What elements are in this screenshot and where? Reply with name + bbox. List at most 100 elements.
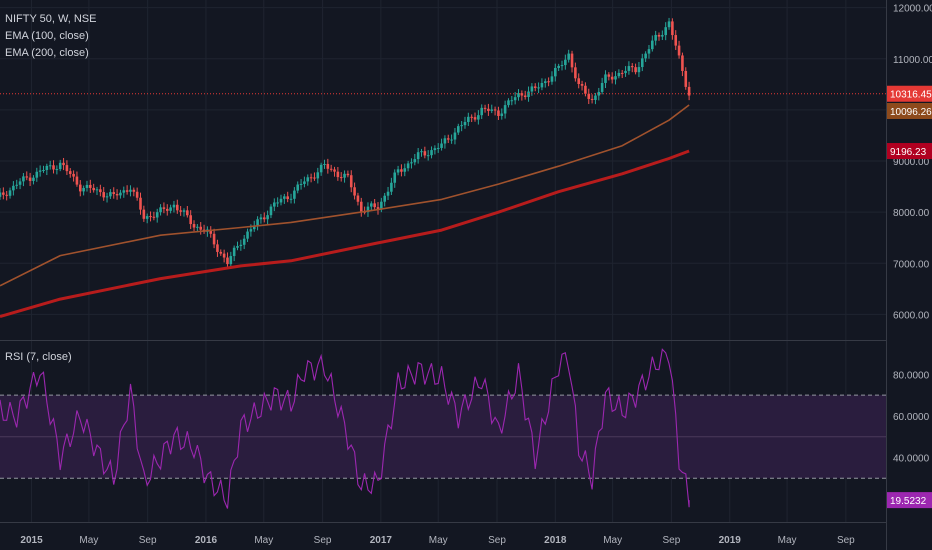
- candle-body: [32, 177, 35, 181]
- candle-body: [15, 184, 19, 186]
- time-tick-label: May: [254, 535, 273, 546]
- candle-body: [175, 204, 179, 211]
- candle-body: [513, 97, 517, 101]
- price-tick-label: 7000.00: [893, 259, 930, 270]
- candle-body: [510, 100, 514, 102]
- legend-ema100[interactable]: EMA (100, close): [5, 30, 89, 42]
- rsi-tag: 19.5232: [887, 492, 932, 509]
- time-tick-label: 2018: [544, 535, 567, 546]
- candle-body: [547, 81, 550, 83]
- candle-body: [620, 72, 624, 74]
- candle-body: [520, 93, 524, 96]
- legend-rsi[interactable]: RSI (7, close): [5, 351, 72, 363]
- candle-body: [339, 177, 343, 179]
- candle-body: [644, 53, 647, 59]
- rsi-tick-label: 40.0000: [893, 454, 930, 465]
- candle-body: [584, 85, 587, 94]
- candle-body: [503, 105, 507, 114]
- candle-body: [82, 187, 85, 192]
- price-tick-label: 12000.00: [893, 4, 932, 15]
- candle-body: [527, 91, 530, 98]
- candle-body: [102, 192, 106, 198]
- candle-body: [543, 81, 547, 84]
- rsi-tag-text: 19.5232: [890, 496, 927, 507]
- candle-body: [446, 138, 450, 140]
- candle-body: [279, 198, 283, 203]
- candle-body: [319, 164, 323, 173]
- price-tick-label: 9000.00: [893, 157, 930, 168]
- last-price-tag-bg: [887, 85, 932, 102]
- candle-body: [497, 110, 500, 116]
- candle-body: [286, 196, 289, 200]
- last-price-tag: 10316.45: [887, 85, 932, 102]
- candle-body: [45, 165, 49, 170]
- ema-lines: [0, 104, 690, 318]
- candle-body: [2, 192, 5, 195]
- candle-body: [393, 172, 397, 183]
- ema200-line: [0, 149, 690, 318]
- candle-body: [594, 95, 597, 100]
- ema200-tag: 9196.23: [887, 143, 932, 160]
- candle-body: [456, 126, 460, 133]
- ema200-tag-bg: [887, 143, 932, 160]
- candle-body: [35, 171, 39, 178]
- legend-ema200[interactable]: EMA (200, close): [5, 47, 89, 59]
- candle-body: [657, 34, 661, 37]
- rsi-tag-bg: [887, 492, 932, 509]
- candle-body: [390, 182, 393, 192]
- candle-body: [507, 100, 510, 106]
- candle-body: [232, 247, 236, 257]
- candle-body: [420, 151, 423, 153]
- candle-body: [343, 173, 346, 178]
- candle-body: [627, 66, 631, 71]
- candle-body: [617, 72, 621, 77]
- candle-body: [610, 76, 614, 80]
- legend-symbol[interactable]: NIFTY 50, W, NSE: [5, 13, 97, 25]
- candle-body: [306, 177, 310, 182]
- candle-body: [450, 139, 453, 141]
- rsi-tick-label: 80.0000: [893, 370, 930, 381]
- candle-body: [677, 45, 681, 56]
- candle-body: [386, 191, 390, 196]
- candle-body: [463, 121, 467, 126]
- candle-body: [276, 202, 279, 204]
- candle-body: [634, 67, 637, 73]
- candle-body: [396, 169, 400, 173]
- candle-body: [423, 151, 427, 156]
- candle-body: [209, 229, 213, 234]
- candle-body: [149, 216, 152, 218]
- candle-body: [604, 74, 607, 83]
- candle-body: [99, 189, 102, 193]
- ema100-tag: 10096.26: [887, 103, 932, 120]
- price-tick-label: 8000.00: [893, 208, 930, 219]
- candle-body: [570, 53, 574, 68]
- time-tick-label: Sep: [488, 535, 506, 546]
- candle-body: [580, 83, 584, 86]
- candle-body: [269, 206, 273, 216]
- candle-body: [309, 177, 313, 179]
- rsi-panel: [0, 348, 886, 509]
- candle-body: [440, 143, 443, 148]
- candle-body: [52, 165, 55, 170]
- candle-body: [229, 256, 233, 265]
- candle-body: [346, 173, 350, 176]
- candle-body: [614, 76, 617, 80]
- candle-body: [637, 67, 641, 73]
- candle-body: [410, 162, 413, 164]
- candle-body: [370, 203, 373, 207]
- candle-body: [567, 53, 570, 60]
- time-tick-label: May: [778, 535, 797, 546]
- candle-body: [473, 117, 477, 120]
- candle-body: [687, 86, 691, 96]
- candle-body: [266, 215, 269, 220]
- candle-body: [493, 109, 497, 111]
- candle-body: [661, 35, 664, 37]
- candle-body: [373, 203, 376, 208]
- candle-body: [577, 78, 581, 84]
- candle-body: [48, 165, 52, 167]
- candle-body: [303, 181, 306, 184]
- ema100-tag-text: 10096.26: [890, 107, 932, 118]
- candle-body: [430, 150, 433, 156]
- time-tick-label: Sep: [837, 535, 855, 546]
